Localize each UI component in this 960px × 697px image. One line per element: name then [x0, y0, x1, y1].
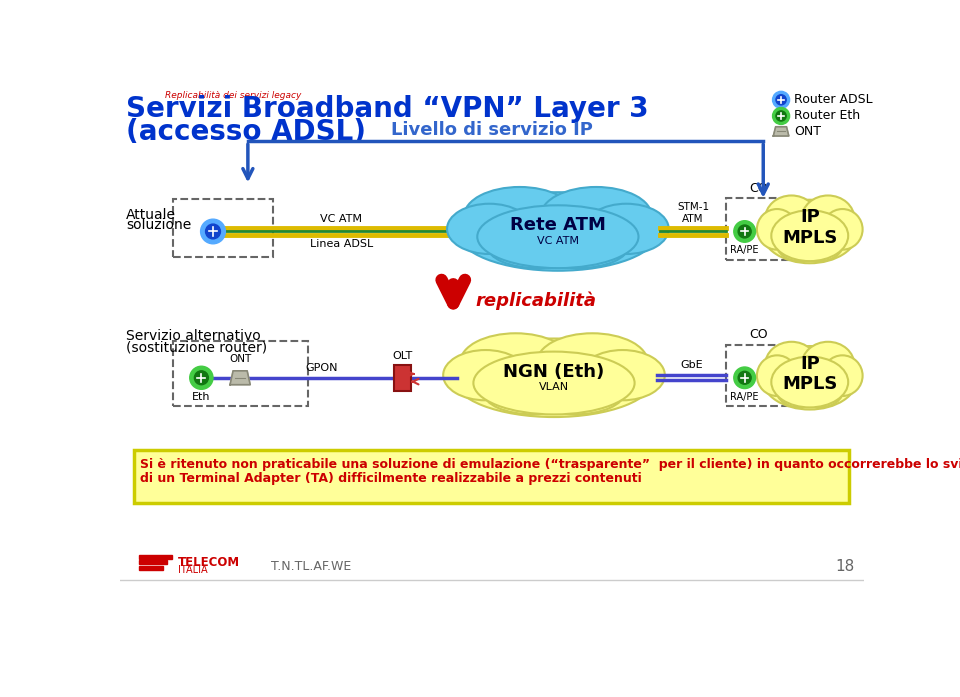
Ellipse shape	[776, 372, 825, 408]
Text: ONT: ONT	[229, 354, 252, 364]
Text: Eth: Eth	[192, 392, 210, 402]
Text: VLAN: VLAN	[539, 382, 569, 392]
Ellipse shape	[465, 187, 575, 245]
Ellipse shape	[795, 226, 844, 261]
Ellipse shape	[473, 351, 635, 415]
Ellipse shape	[771, 210, 849, 261]
Ellipse shape	[453, 339, 655, 417]
Text: Replicabilità dei servizi legacy: Replicabilità dei servizi legacy	[165, 91, 301, 100]
Ellipse shape	[823, 209, 863, 250]
Text: (accesso ADSL): (accesso ADSL)	[126, 118, 366, 146]
Ellipse shape	[771, 357, 849, 408]
Text: Rete ATM: Rete ATM	[510, 216, 606, 234]
Ellipse shape	[765, 342, 818, 388]
Text: GPON: GPON	[305, 363, 338, 373]
Text: GbE: GbE	[681, 360, 703, 370]
FancyBboxPatch shape	[395, 365, 412, 391]
Text: ITALIA: ITALIA	[179, 565, 207, 575]
Ellipse shape	[528, 224, 629, 268]
FancyBboxPatch shape	[139, 560, 167, 564]
Polygon shape	[774, 127, 789, 136]
Ellipse shape	[802, 195, 854, 242]
Text: 18: 18	[835, 559, 854, 574]
Circle shape	[733, 367, 756, 388]
Ellipse shape	[756, 355, 797, 396]
FancyBboxPatch shape	[726, 199, 792, 260]
Circle shape	[776, 95, 786, 105]
FancyBboxPatch shape	[173, 199, 274, 257]
Circle shape	[190, 366, 213, 390]
Ellipse shape	[444, 350, 528, 400]
Polygon shape	[230, 371, 251, 385]
Circle shape	[738, 372, 751, 384]
Text: Livello di servizio IP: Livello di servizio IP	[391, 121, 593, 139]
Ellipse shape	[537, 333, 648, 391]
Ellipse shape	[761, 346, 858, 410]
Text: OLT: OLT	[393, 351, 413, 361]
Text: di un Terminal Adapter (TA) difficilmente realizzabile a prezzi contenuti: di un Terminal Adapter (TA) difficilment…	[140, 472, 642, 484]
Ellipse shape	[540, 187, 652, 245]
Text: (sostituzione router): (sostituzione router)	[126, 340, 267, 354]
Text: IP
MPLS: IP MPLS	[782, 355, 837, 393]
Circle shape	[738, 225, 751, 238]
Text: RA/PE: RA/PE	[731, 245, 759, 255]
Ellipse shape	[802, 342, 854, 388]
Text: CO: CO	[750, 181, 768, 194]
Circle shape	[205, 224, 221, 239]
Ellipse shape	[795, 372, 844, 408]
Ellipse shape	[460, 333, 571, 391]
Text: Linea ADSL: Linea ADSL	[310, 239, 372, 250]
Circle shape	[733, 221, 756, 243]
Ellipse shape	[765, 195, 818, 242]
FancyBboxPatch shape	[173, 341, 308, 406]
Text: IP
MPLS: IP MPLS	[782, 208, 837, 247]
Circle shape	[201, 219, 226, 244]
Text: VC ATM: VC ATM	[537, 236, 579, 246]
Circle shape	[194, 371, 208, 385]
Text: VC ATM: VC ATM	[321, 214, 362, 224]
Circle shape	[773, 91, 789, 108]
FancyBboxPatch shape	[139, 566, 162, 569]
Ellipse shape	[776, 226, 825, 261]
FancyBboxPatch shape	[134, 450, 850, 503]
Text: ONT: ONT	[794, 125, 821, 138]
Text: CO: CO	[750, 328, 768, 341]
Text: NGN (Eth): NGN (Eth)	[503, 362, 605, 381]
Ellipse shape	[477, 206, 638, 268]
Ellipse shape	[524, 370, 625, 415]
Text: Attuale: Attuale	[126, 208, 177, 222]
Text: RA/PE: RA/PE	[731, 392, 759, 401]
Ellipse shape	[580, 350, 665, 400]
Text: T.N.TL.AF.WE: T.N.TL.AF.WE	[271, 560, 351, 573]
Ellipse shape	[488, 224, 588, 268]
Ellipse shape	[823, 355, 863, 396]
Ellipse shape	[584, 204, 669, 254]
Text: Router Eth: Router Eth	[794, 109, 860, 123]
FancyBboxPatch shape	[139, 555, 172, 559]
Text: Servizi Broadband “VPN” Layer 3: Servizi Broadband “VPN” Layer 3	[126, 95, 649, 123]
Text: soluzione: soluzione	[126, 217, 191, 231]
Text: TELECOM: TELECOM	[179, 556, 240, 569]
Ellipse shape	[761, 200, 858, 263]
Text: replicabilità: replicabilità	[475, 291, 596, 310]
Ellipse shape	[447, 204, 532, 254]
Text: Servizio alternativo: Servizio alternativo	[126, 329, 261, 343]
Ellipse shape	[457, 192, 659, 270]
FancyBboxPatch shape	[726, 345, 792, 406]
Circle shape	[776, 111, 786, 121]
Circle shape	[773, 107, 789, 125]
Text: Si è ritenuto non praticabile una soluzione di emulazione (“trasparente”  per il: Si è ritenuto non praticabile una soluzi…	[140, 458, 960, 471]
Ellipse shape	[756, 209, 797, 250]
Text: STM-1
ATM: STM-1 ATM	[677, 202, 709, 224]
Ellipse shape	[484, 370, 585, 415]
Text: Router ADSL: Router ADSL	[794, 93, 873, 107]
